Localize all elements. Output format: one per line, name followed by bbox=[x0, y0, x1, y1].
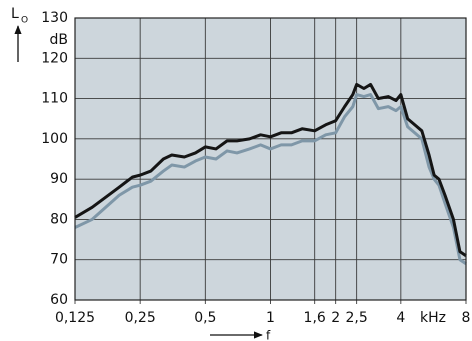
x-axis-label: f bbox=[266, 329, 271, 341]
x-unit: kHz bbox=[420, 310, 446, 326]
y-axis-label: L bbox=[11, 6, 19, 22]
y-axis-label-subscript: O bbox=[21, 16, 28, 26]
series-line bbox=[74, 93, 467, 265]
y-tick-label: 70 bbox=[50, 252, 68, 268]
x-tick-label: 1 bbox=[266, 310, 275, 326]
x-tick-label: 2,5 bbox=[346, 310, 368, 326]
x-tick-label: 0,5 bbox=[194, 310, 216, 326]
y-tick-label: 90 bbox=[50, 171, 68, 187]
x-tick-label: 0,125 bbox=[55, 310, 95, 326]
x-tick-label: 2 bbox=[331, 310, 340, 326]
y-tick-label: 60 bbox=[50, 292, 68, 308]
x-tick-label: 1,6 bbox=[304, 310, 326, 326]
series-line bbox=[74, 82, 467, 257]
y-tick-label: 100 bbox=[41, 131, 68, 147]
y-tick-label: 130 bbox=[41, 10, 68, 26]
y-tick-label: 110 bbox=[41, 91, 68, 107]
x-tick-label: 4 bbox=[396, 310, 405, 326]
y-unit: dB bbox=[50, 32, 69, 48]
plot-border bbox=[74, 17, 467, 301]
x-tick-label: 0,25 bbox=[125, 310, 156, 326]
y-tick-label: 80 bbox=[50, 211, 68, 227]
x-tick-label: 8 bbox=[462, 310, 471, 326]
y-tick-label: 120 bbox=[41, 50, 68, 66]
